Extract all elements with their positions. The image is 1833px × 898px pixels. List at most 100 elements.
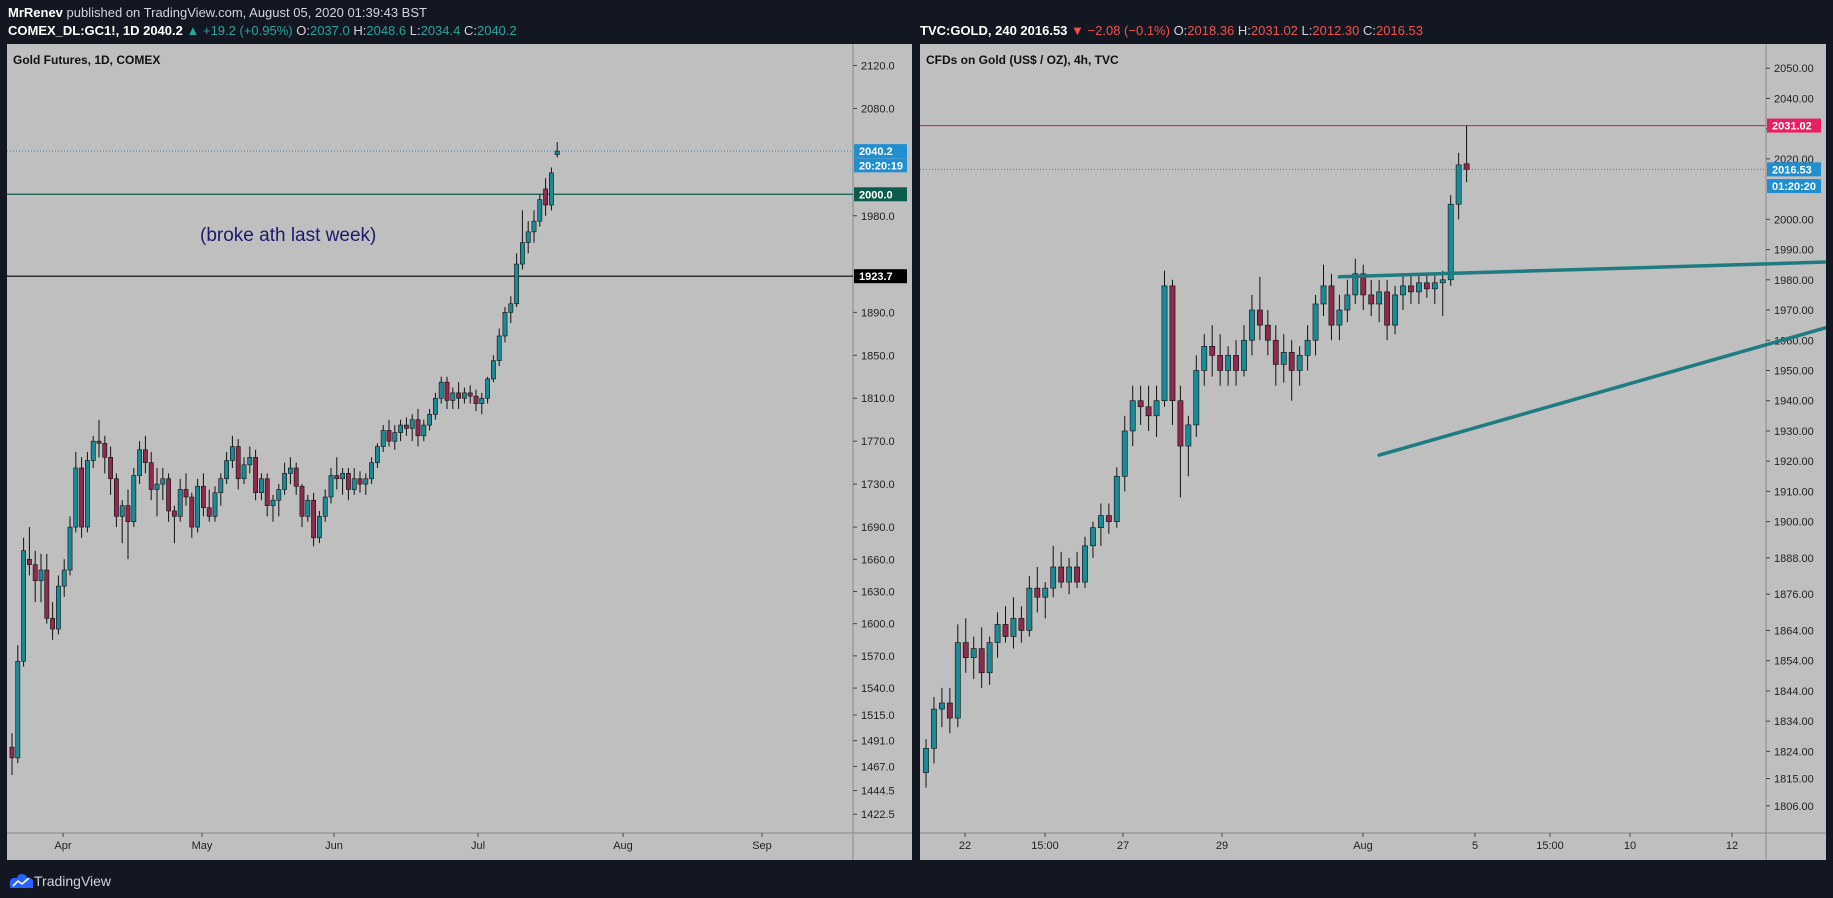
candle-body: [1161, 285, 1168, 402]
x-tick-label: 12: [1726, 840, 1738, 852]
candle-body: [427, 414, 432, 426]
candle-body: [403, 424, 409, 429]
candle-body: [218, 478, 224, 494]
candle-body: [946, 702, 953, 719]
right-high-label: H:: [1237, 23, 1251, 38]
candle-body: [1098, 515, 1104, 528]
right-change: −2.08 (−0.1%): [1087, 23, 1170, 38]
x-tick-label: 10: [1624, 840, 1636, 852]
candle-body: [986, 642, 993, 674]
candle-body: [1217, 355, 1224, 371]
right-low: 2012.30: [1312, 23, 1360, 38]
y-tick-label: 1570.0: [861, 651, 895, 663]
candle-body: [1121, 430, 1128, 477]
candle-body: [9, 746, 15, 759]
right-close: 2016.53: [1376, 23, 1424, 38]
candle-body: [369, 462, 374, 480]
y-tick-label: 1864.00: [1774, 625, 1814, 637]
candle-body: [1177, 400, 1184, 447]
candle-body: [67, 526, 73, 571]
candle-body: [177, 489, 183, 517]
candle-body: [311, 499, 316, 539]
left-low-label: L:: [409, 23, 421, 38]
footer-brand[interactable]: TradingView: [34, 873, 112, 889]
y-tick-label: 1422.5: [861, 809, 895, 821]
candle-body: [357, 478, 363, 485]
y-tick-label: 1940.00: [1774, 396, 1814, 408]
right-symbol[interactable]: TVC:GOLD, 240: [920, 23, 1017, 38]
y-tick-label: 1730.0: [861, 479, 895, 491]
candle-body: [1288, 352, 1295, 371]
x-tick-label: Aug: [1353, 840, 1373, 852]
candle-body: [519, 242, 525, 265]
right-quote-line: TVC:GOLD, 240 2016.53 ▼ −2.08 (−0.1%) O:…: [920, 23, 1423, 38]
y-tick-label: 1888.00: [1774, 553, 1814, 565]
left-chart-panel[interactable]: 2120.0 2080.0 1980.0 1890.0 1850.0 1810.0 1770…: [7, 44, 912, 860]
annotation-text: (broke ath last week): [200, 225, 376, 246]
trendline: [1377, 323, 1833, 457]
candle-body: [1241, 339, 1247, 371]
tradingview-logo-icon[interactable]: [8, 872, 34, 890]
candle-body: [340, 473, 345, 480]
candle-body: [386, 430, 392, 442]
y-tick-label: 1806.00: [1774, 801, 1814, 813]
candle-body: [224, 460, 229, 480]
right-close-label: C:: [1363, 23, 1377, 38]
candle-body: [154, 483, 160, 490]
candle-body: [1439, 279, 1446, 284]
down-arrow-icon: ▼: [1071, 23, 1084, 38]
time-axis: [920, 833, 1826, 860]
candle-body: [1185, 424, 1192, 447]
candle-body: [1455, 164, 1462, 205]
price-label: 2000.0: [859, 189, 893, 201]
candle-body: [1264, 324, 1271, 341]
candle-body: [1408, 285, 1414, 293]
price-label-tag: [1767, 118, 1821, 133]
candle-body: [1050, 566, 1057, 589]
price-label-tag: [854, 158, 907, 173]
candle-body: [1042, 587, 1049, 598]
candle-body: [1352, 273, 1359, 296]
left-open-label: O:: [296, 23, 310, 38]
candle-body: [55, 585, 61, 630]
candle-body: [38, 569, 44, 582]
y-tick-label: 1491.0: [861, 736, 895, 748]
candle-body: [1018, 618, 1025, 631]
y-tick-label: 1990.00: [1774, 245, 1814, 257]
publish-info: published on TradingView.com, August 05,…: [66, 5, 427, 20]
candle-body: [923, 748, 929, 773]
candle-body: [119, 505, 125, 517]
candle-body: [241, 464, 247, 480]
candle-body: [485, 378, 490, 399]
x-tick-label: Aug: [613, 840, 633, 852]
left-close-label: C:: [463, 23, 477, 38]
time-axis: [7, 833, 912, 860]
price-label: 01:20:20: [1772, 181, 1816, 193]
price-label-tag: [1767, 162, 1821, 177]
candle-body: [1113, 475, 1120, 522]
left-high: 2048.6: [366, 23, 407, 38]
right-chart-panel[interactable]: 2050.002040.002030.002020.002000.001990.…: [920, 44, 1833, 860]
candle-body: [1225, 355, 1231, 371]
left-symbol[interactable]: COMEX_DL:GC1!, 1D: [8, 23, 140, 38]
candle-body: [50, 618, 55, 630]
candle-body: [502, 312, 508, 337]
candle-body: [1034, 587, 1041, 598]
candle-body: [247, 456, 253, 466]
price-label-tag: [1767, 179, 1821, 194]
candle-body: [444, 381, 450, 401]
y-tick-label: 2120.0: [861, 60, 895, 72]
author-name[interactable]: MrRenev: [8, 5, 63, 20]
candle-body: [148, 462, 154, 490]
y-tick-label: 1890.0: [861, 307, 895, 319]
left-chart-svg[interactable]: 2120.0 2080.0 1980.0 1890.0 1850.0 1810.0 1770…: [7, 44, 912, 860]
right-high: 2031.02: [1250, 23, 1298, 38]
candle-body: [938, 702, 945, 710]
right-chart-svg[interactable]: 2050.002040.002030.002020.002000.001990.…: [920, 44, 1833, 860]
candle-body: [1082, 545, 1088, 583]
candle-body: [1129, 400, 1136, 432]
candle-body: [1249, 309, 1255, 341]
left-change: +19.2 (+0.95%): [202, 23, 293, 38]
candle-body: [61, 569, 67, 587]
candle-body: [456, 392, 461, 399]
